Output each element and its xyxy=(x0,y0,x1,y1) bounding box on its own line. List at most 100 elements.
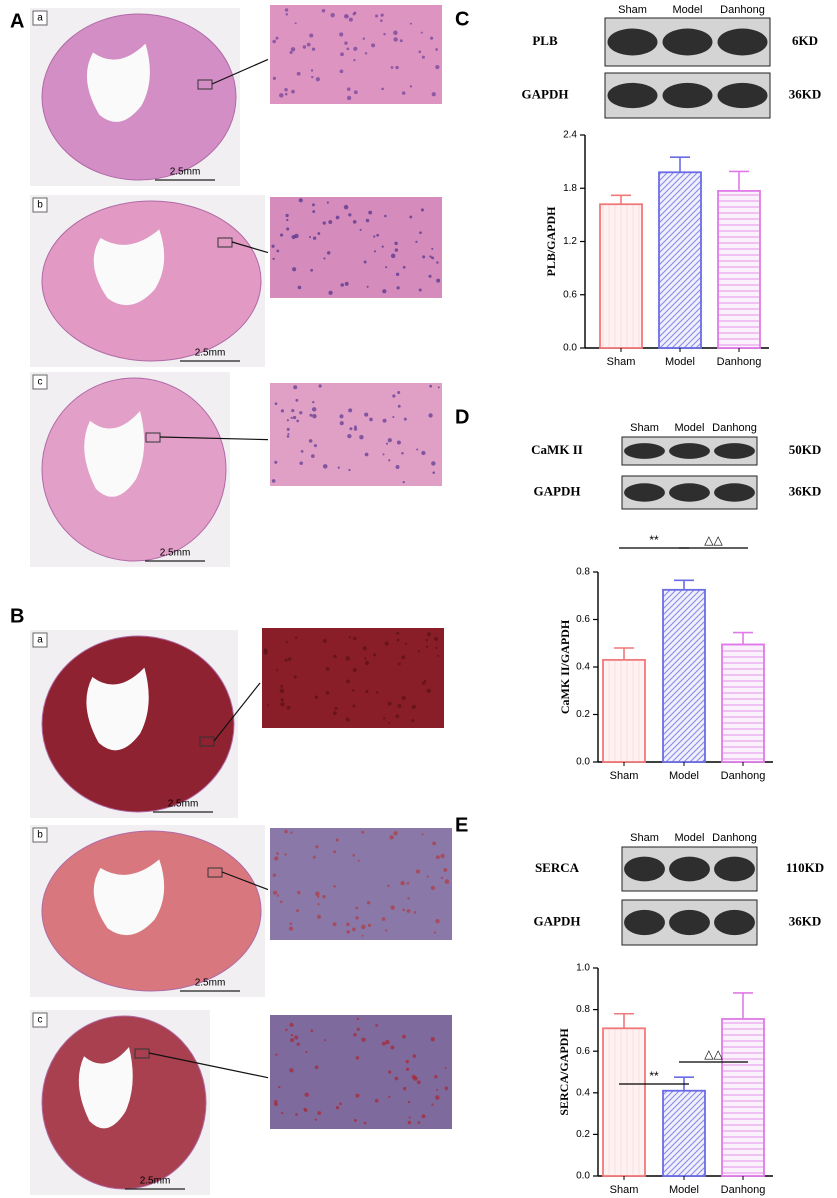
nucleus xyxy=(310,69,314,72)
nucleus xyxy=(274,460,278,464)
nucleus xyxy=(400,880,405,886)
nucleus xyxy=(431,247,434,250)
nucleus xyxy=(280,1111,284,1115)
nucleus xyxy=(286,227,290,231)
nucleus xyxy=(348,468,351,472)
nucleus xyxy=(371,43,376,48)
nucleus xyxy=(291,408,295,413)
nucleus xyxy=(361,830,365,834)
nucleus xyxy=(271,244,275,248)
nucleus xyxy=(339,421,344,426)
zoom-region xyxy=(197,79,213,90)
nucleus xyxy=(393,37,398,42)
nucleus xyxy=(361,934,364,937)
nucleus xyxy=(399,39,403,43)
lane-label: Model xyxy=(675,832,705,844)
nucleus xyxy=(311,454,315,458)
nucleus xyxy=(344,281,349,286)
lane-label: Danhong xyxy=(712,422,757,434)
nucleus xyxy=(444,879,450,884)
nucleus xyxy=(280,409,285,413)
nucleus xyxy=(395,272,400,276)
nucleus xyxy=(444,1086,449,1091)
nucleus xyxy=(373,235,376,238)
scale-label: 2.5mm xyxy=(168,799,199,810)
nucleus xyxy=(409,22,412,25)
y-tick-label: 0.2 xyxy=(576,1129,590,1140)
panel-label: A xyxy=(10,10,24,32)
blot-band xyxy=(624,909,665,936)
nucleus xyxy=(290,416,293,419)
lane-label: Sham xyxy=(630,832,659,844)
nucleus xyxy=(275,36,279,40)
nucleus xyxy=(421,681,426,685)
nucleus xyxy=(385,266,388,269)
nucleus xyxy=(355,1093,360,1098)
nucleus xyxy=(402,481,405,484)
nucleus xyxy=(421,450,426,456)
nucleus xyxy=(286,705,291,710)
protein-name: PLB xyxy=(532,33,558,48)
nucleus xyxy=(295,1113,298,1116)
nucleus xyxy=(432,841,437,846)
sample-letter: b xyxy=(37,830,43,841)
sample-letter-box xyxy=(32,10,48,26)
nucleus xyxy=(434,1074,438,1079)
nucleus xyxy=(321,8,326,13)
nucleus xyxy=(345,656,350,661)
nucleus xyxy=(286,419,289,422)
zoom-image xyxy=(262,628,444,728)
nucleus xyxy=(381,917,386,921)
nucleus xyxy=(394,248,399,252)
nucleus xyxy=(435,1095,440,1100)
x-tick-label: Danhong xyxy=(721,1184,766,1196)
nucleus xyxy=(280,702,285,707)
nucleus xyxy=(312,210,316,214)
nucleus xyxy=(367,923,372,927)
nucleus xyxy=(312,203,315,207)
nucleus xyxy=(311,407,317,412)
nucleus xyxy=(437,654,440,657)
nucleus xyxy=(289,1022,294,1027)
nucleus xyxy=(346,87,351,91)
nucleus xyxy=(310,268,314,272)
sample-letter-box xyxy=(32,827,48,843)
nucleus xyxy=(352,704,356,708)
sample-letter-box xyxy=(32,1012,48,1028)
nucleus xyxy=(355,916,359,920)
nucleus xyxy=(421,833,424,836)
nucleus xyxy=(444,1066,447,1069)
nucleus xyxy=(432,471,436,474)
nucleus xyxy=(435,918,440,924)
nucleus xyxy=(311,47,316,51)
nucleus xyxy=(314,1118,318,1121)
nucleus xyxy=(423,679,427,683)
lane-label: Model xyxy=(675,422,705,434)
nucleus xyxy=(315,891,320,897)
nucleus xyxy=(407,897,410,900)
nucleus xyxy=(304,1108,308,1113)
nucleus xyxy=(409,215,413,219)
zoom-image xyxy=(270,383,442,486)
nucleus xyxy=(434,636,439,641)
nucleus xyxy=(289,50,293,54)
nucleus xyxy=(263,650,268,655)
nucleus xyxy=(330,13,335,18)
nucleus xyxy=(417,1121,421,1124)
nucleus xyxy=(382,418,387,423)
y-tick-label: 1.0 xyxy=(576,963,590,974)
nucleus xyxy=(274,402,278,406)
nucleus xyxy=(317,232,321,235)
nucleus xyxy=(279,688,285,694)
nucleus xyxy=(436,1088,439,1091)
nucleus xyxy=(376,233,380,237)
nucleus xyxy=(383,32,386,36)
nucleus xyxy=(363,260,367,264)
nucleus xyxy=(276,852,280,855)
nucleus xyxy=(352,220,357,224)
nucleus xyxy=(293,385,298,390)
nucleus xyxy=(411,1074,416,1080)
nucleus xyxy=(287,657,292,661)
bar xyxy=(599,203,643,349)
nucleus xyxy=(387,884,390,888)
